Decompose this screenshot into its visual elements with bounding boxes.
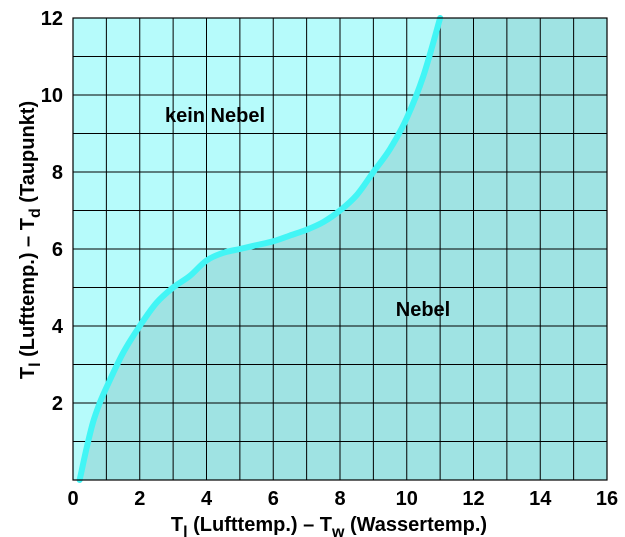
- x-axis-label-rest: (Lufttemp.) – T: [188, 514, 332, 536]
- y-axis-label-rest2: (Taupunkt): [17, 101, 39, 208]
- tick-labels: 0 2 4 6 8 10 12 14 16 2 4 6 8 10 12: [41, 8, 618, 510]
- boundary-curve-group: [76, 15, 444, 483]
- x-tick-label: 4: [201, 488, 213, 510]
- y-tick-label: 4: [52, 316, 64, 338]
- x-axis-label-rest2: (Wassertemp.): [344, 514, 487, 536]
- x-tick-label: 0: [67, 488, 78, 510]
- y-tick-label: 10: [41, 85, 63, 107]
- y-tick-label: 6: [52, 239, 63, 261]
- x-tick-label: 12: [462, 488, 484, 510]
- x-axis-label-sub: l: [183, 524, 187, 537]
- grid-lines: [73, 18, 607, 480]
- x-tick-label: 6: [268, 488, 279, 510]
- y-axis-label-sub2: d: [27, 208, 44, 218]
- y-axis-label-rest: (Lufttemp.) – T: [17, 218, 39, 362]
- region-label-fog: Nebel: [396, 299, 450, 321]
- x-axis-label-sub2: w: [331, 524, 345, 537]
- x-tick-label: 10: [396, 488, 418, 510]
- y-axis-label-sub: l: [27, 362, 44, 366]
- x-axis-label-main: T: [171, 514, 183, 536]
- x-tick-label: 16: [596, 488, 618, 510]
- x-tick-label: 8: [334, 488, 345, 510]
- x-axis-label: Tl (Lufttemp.) – Tw (Wassertemp.): [171, 514, 487, 537]
- region-label-no-fog: kein Nebel: [165, 105, 265, 127]
- boundary-curve: [76, 15, 444, 483]
- x-tick-label: 2: [134, 488, 145, 510]
- y-tick-label: 12: [41, 8, 63, 30]
- y-axis-label: Tl (Lufttemp.) – Td (Taupunkt): [17, 101, 44, 379]
- plot-frame: [72, 17, 608, 481]
- y-tick-label: 2: [52, 393, 63, 415]
- y-axis-label-main: T: [17, 367, 39, 379]
- y-tick-label: 8: [52, 162, 63, 184]
- x-tick-label: 14: [529, 488, 552, 510]
